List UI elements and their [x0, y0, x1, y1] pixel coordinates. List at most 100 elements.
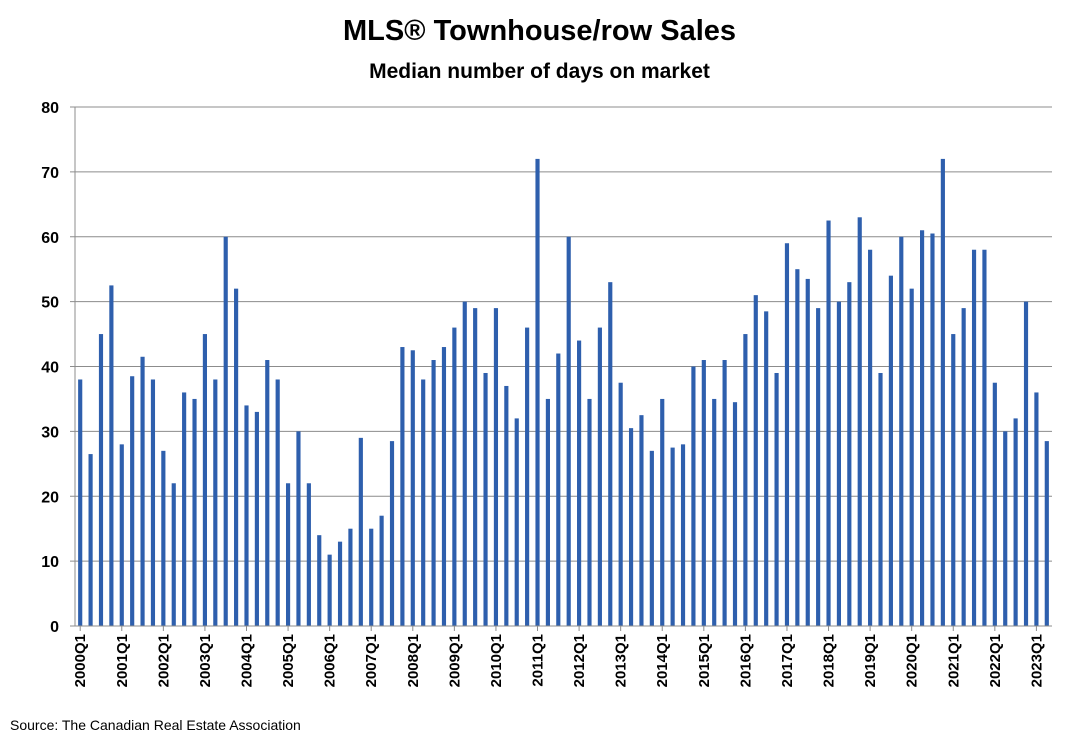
bar — [784, 243, 790, 627]
bar — [182, 392, 187, 626]
bar — [732, 402, 738, 626]
bar — [410, 350, 415, 626]
x-axis-ticks: 2000Q1 2001Q1 2002Q1 2003Q1 2004Q1 2005Q1 2006… — [72, 634, 1045, 687]
bar — [369, 528, 374, 626]
x-tick-label: 2017Q1 — [779, 634, 796, 687]
bar — [753, 295, 758, 626]
bar — [379, 515, 384, 626]
x-tick-label: 2011Q1 — [530, 634, 547, 687]
bar — [618, 382, 623, 626]
chart-subtitle: Median number of days on market — [369, 60, 710, 83]
bar — [473, 308, 478, 626]
bar — [213, 379, 218, 626]
x-tick-label: 2003Q1 — [197, 634, 214, 687]
x-tick-label: 2002Q1 — [155, 634, 172, 687]
bar — [899, 236, 904, 626]
bar — [88, 454, 93, 626]
bar — [920, 230, 925, 626]
x-tick-label: 2019Q1 — [862, 634, 879, 687]
x-tick-label: 2022Q1 — [987, 634, 1004, 687]
bar — [670, 447, 675, 626]
bar — [119, 444, 124, 626]
bars — [78, 158, 1049, 627]
x-tick-label: 2008Q1 — [405, 634, 422, 687]
bar — [649, 450, 654, 626]
bar — [223, 236, 228, 626]
bar — [608, 282, 613, 626]
bar — [857, 217, 862, 627]
bar — [348, 528, 353, 626]
bar — [78, 379, 83, 626]
bar — [1034, 392, 1039, 626]
bar — [545, 398, 550, 626]
bar — [244, 405, 249, 626]
x-tick-label: 2018Q1 — [821, 634, 838, 687]
gridlines — [75, 106, 1052, 562]
bar — [337, 541, 343, 626]
x-tick-label: 2015Q1 — [696, 634, 713, 687]
bar — [764, 311, 769, 626]
bar — [400, 347, 405, 626]
bar — [940, 158, 945, 626]
bar — [525, 327, 530, 626]
bar — [317, 535, 322, 626]
bar — [795, 269, 800, 626]
bar — [1044, 441, 1049, 626]
x-tick-label: 2004Q1 — [238, 634, 255, 687]
bar — [483, 372, 488, 626]
bar — [597, 327, 602, 626]
y-tick-label: 40 — [41, 360, 59, 377]
bar — [431, 360, 436, 626]
y-tick-label: 60 — [41, 230, 59, 247]
bar — [826, 220, 831, 626]
bar — [774, 372, 779, 626]
axes — [70, 106, 1052, 631]
bar — [639, 415, 644, 626]
bar — [98, 334, 104, 626]
bar — [816, 308, 821, 626]
x-tick-label: 2010Q1 — [488, 634, 505, 687]
bar — [847, 282, 852, 626]
bar — [421, 379, 426, 626]
bar — [836, 301, 842, 627]
chart-title: MLS® Townhouse/row Sales — [342, 15, 737, 47]
bar — [493, 308, 499, 626]
y-tick-label: 70 — [41, 165, 59, 182]
bar — [504, 385, 509, 626]
bar — [192, 398, 197, 626]
y-tick-label: 0 — [50, 619, 59, 636]
bar — [109, 285, 114, 626]
bar — [202, 334, 207, 626]
x-tick-label: 2023Q1 — [1028, 634, 1045, 687]
bar — [1023, 301, 1029, 627]
y-axis-ticks: 0 10 20 30 40 50 60 70 80 — [41, 100, 59, 636]
bar — [909, 288, 914, 626]
x-tick-label: 2006Q1 — [322, 634, 339, 687]
bar — [150, 379, 156, 626]
x-tick-label: 2016Q1 — [737, 634, 754, 687]
bar — [306, 483, 311, 626]
x-tick-label: 2014Q1 — [654, 634, 671, 687]
bar — [566, 236, 571, 626]
bar — [628, 428, 634, 626]
bar — [805, 278, 810, 626]
x-tick-label: 2013Q1 — [613, 634, 630, 687]
y-tick-label: 80 — [41, 100, 59, 117]
bar — [358, 437, 363, 626]
bar — [275, 379, 280, 626]
bar — [327, 554, 332, 626]
bar — [514, 418, 519, 626]
y-tick-label: 20 — [41, 489, 59, 506]
bar — [130, 376, 135, 626]
bar — [587, 398, 592, 626]
bar — [930, 233, 935, 626]
bar — [992, 382, 997, 626]
x-tick-label: 2007Q1 — [363, 634, 380, 687]
x-tick-label: 2005Q1 — [280, 634, 297, 687]
bar — [961, 308, 966, 626]
bar — [535, 158, 540, 626]
bar — [951, 334, 956, 626]
bar — [971, 249, 977, 627]
bar — [982, 249, 987, 627]
